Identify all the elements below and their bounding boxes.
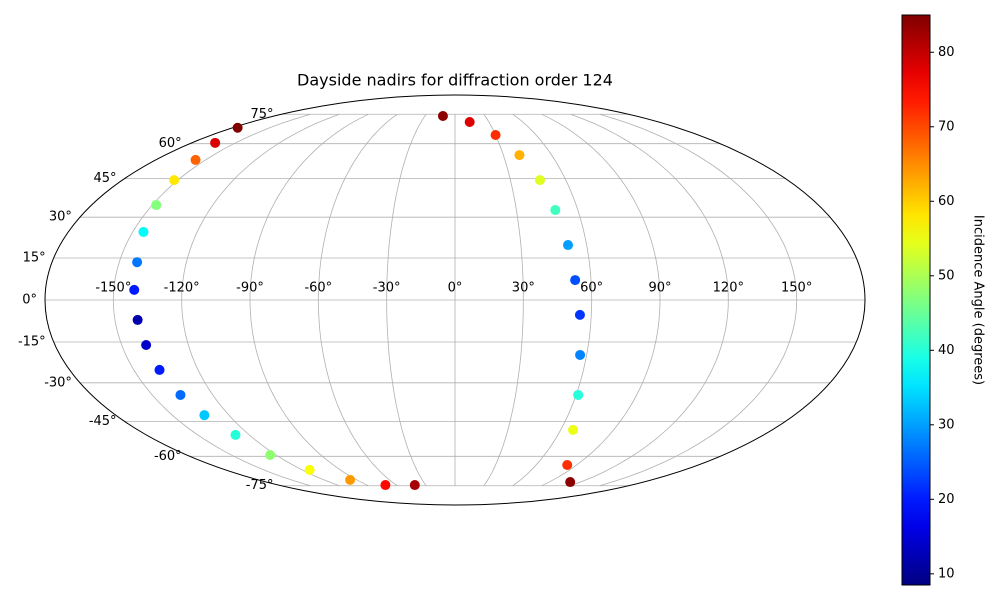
- x-tick-label: -60°: [304, 281, 332, 296]
- grid-line: [599, 113, 798, 487]
- point: [199, 410, 210, 421]
- y-tick-label: -30°: [44, 375, 72, 390]
- colorbar-tick-label: 30: [938, 417, 955, 432]
- point: [464, 116, 475, 127]
- x-tick-label: 90°: [648, 281, 671, 296]
- point: [534, 175, 545, 186]
- x-tick-label: 60°: [580, 281, 603, 296]
- point: [141, 340, 152, 351]
- x-tick-label: -150°: [95, 281, 131, 296]
- point: [345, 474, 356, 485]
- y-tick-label: -15°: [18, 334, 46, 349]
- y-tick-label: 60°: [159, 136, 182, 151]
- point: [574, 309, 585, 320]
- point: [573, 389, 584, 400]
- point: [304, 464, 315, 475]
- point: [550, 205, 561, 216]
- point: [138, 226, 149, 237]
- point: [562, 459, 573, 470]
- x-tick-label: -90°: [236, 281, 264, 296]
- point: [210, 137, 221, 148]
- point: [232, 122, 243, 133]
- point: [514, 150, 525, 161]
- y-tick-label: 0°: [22, 293, 37, 308]
- point: [380, 480, 391, 491]
- x-tick-label: -30°: [373, 281, 401, 296]
- point: [575, 349, 586, 360]
- point: [169, 175, 180, 186]
- map-outline: [44, 94, 866, 506]
- colorbar-fill: [901, 14, 931, 586]
- colorbar-tick-label: 40: [938, 343, 955, 358]
- grid-line: [181, 113, 340, 487]
- y-tick-label: 30°: [49, 210, 72, 225]
- y-tick-label: 15°: [23, 251, 46, 266]
- y-tick-label: 45°: [94, 171, 117, 186]
- point: [265, 449, 276, 460]
- point: [154, 364, 165, 375]
- point: [409, 480, 420, 491]
- chart-title: Dayside nadirs for diffraction order 124: [297, 71, 613, 90]
- x-tick-label: 120°: [713, 281, 744, 296]
- colorbar-tick-label: 20: [938, 492, 955, 507]
- y-tick-label: 75°: [250, 107, 273, 122]
- x-tick-label: 150°: [781, 281, 812, 296]
- point: [175, 389, 186, 400]
- colorbar-tick-label: 80: [938, 45, 955, 60]
- point: [132, 257, 143, 268]
- point: [437, 110, 448, 121]
- points: [129, 110, 586, 491]
- point: [230, 429, 241, 440]
- point: [565, 477, 576, 488]
- point: [129, 284, 140, 295]
- grid-line: [112, 113, 311, 487]
- colorbar-tick-label: 10: [938, 566, 955, 581]
- x-tick-label: 30°: [512, 281, 535, 296]
- grid-line: [386, 114, 427, 486]
- grid-line: [483, 114, 524, 486]
- x-tick-label: -120°: [164, 281, 200, 296]
- x-tick-label: 0°: [448, 281, 463, 296]
- point: [563, 240, 574, 251]
- grid-line: [317, 113, 398, 487]
- point: [490, 130, 501, 141]
- grid-line: [512, 113, 593, 487]
- point: [190, 154, 201, 165]
- grid-line: [570, 113, 729, 487]
- colorbar: 10 20 30 40 50 60 70 80 Incidence Angle (degrees…: [901, 14, 986, 586]
- y-tick-label: -75°: [246, 478, 274, 493]
- grid: [45, 113, 865, 487]
- colorbar-tick-label: 50: [938, 268, 955, 283]
- grid-line: [541, 113, 661, 487]
- point: [151, 200, 162, 211]
- y-tick-label: -45°: [89, 414, 117, 429]
- point: [568, 424, 579, 435]
- y-tick-label: -60°: [154, 449, 182, 464]
- grid-line: [249, 113, 369, 487]
- point: [570, 275, 581, 286]
- colorbar-tick-label: 70: [938, 119, 955, 134]
- colorbar-tick-label: 60: [938, 194, 955, 209]
- colorbar-label: Incidence Angle (degrees): [971, 215, 986, 385]
- point: [132, 314, 143, 325]
